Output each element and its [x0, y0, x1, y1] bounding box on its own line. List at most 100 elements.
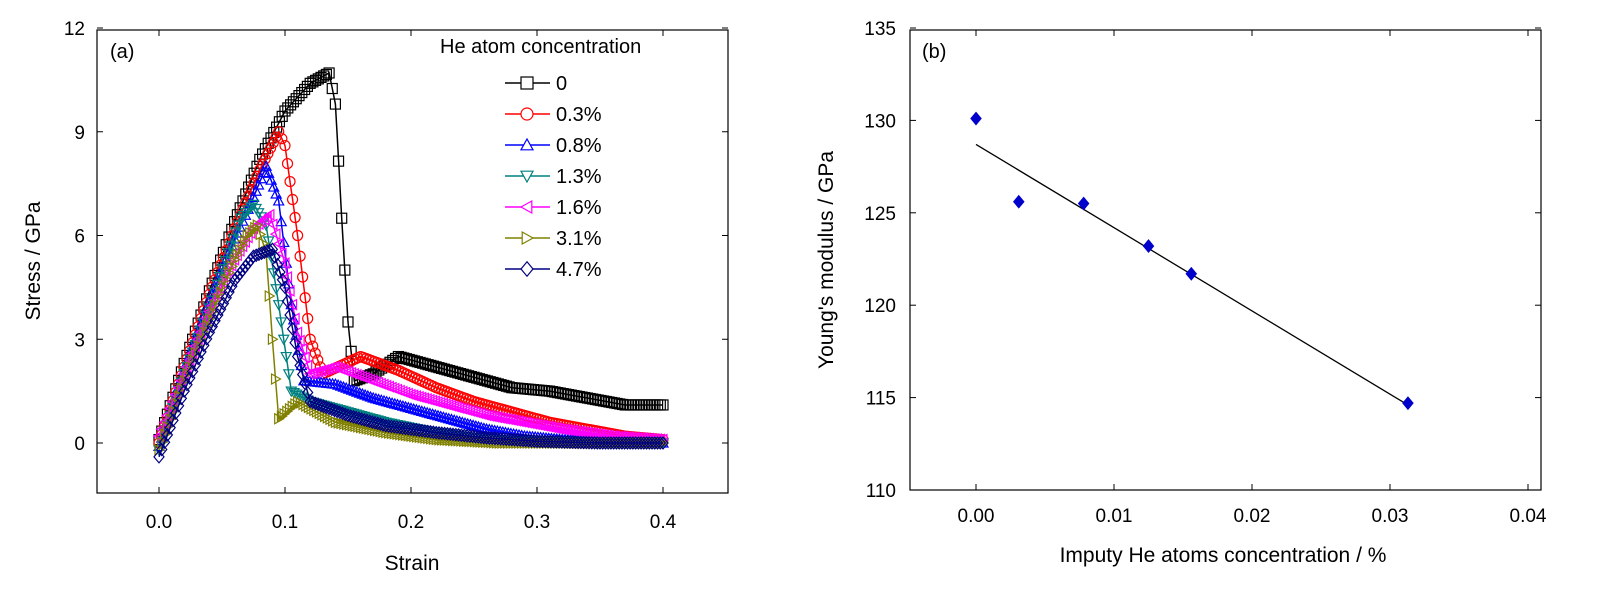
y-tick-label: 3	[74, 330, 85, 351]
data-point	[413, 404, 426, 416]
legend-label: 0.3%	[556, 104, 602, 126]
series-3.1%	[154, 219, 670, 456]
data-point	[602, 436, 614, 450]
data-point	[296, 342, 308, 355]
data-point	[339, 264, 351, 276]
legend-marker	[521, 230, 535, 246]
legend-marker	[520, 107, 534, 121]
y-tick-label: 125	[864, 204, 896, 225]
data-point	[531, 418, 543, 431]
data-point	[1142, 239, 1155, 254]
y-tick-label: 115	[866, 389, 896, 410]
data-point	[270, 284, 283, 295]
data-point	[269, 228, 281, 241]
data-point	[407, 402, 420, 414]
panel-a-x-axis: 0.0 0.1 0.2 0.3 0.4 0 3 6 9 12	[64, 19, 728, 533]
data-point	[580, 435, 593, 450]
data-point	[1077, 196, 1090, 211]
data-point	[624, 436, 636, 450]
data-point	[391, 398, 404, 410]
data-point	[276, 272, 289, 287]
data-point	[488, 410, 500, 423]
legend-marker	[519, 137, 535, 151]
data-point	[386, 396, 399, 408]
data-point	[252, 219, 264, 232]
data-point	[553, 434, 565, 449]
data-point	[227, 234, 240, 246]
data-point	[285, 99, 297, 111]
data-point	[329, 377, 342, 389]
data-point	[276, 133, 288, 145]
data-point	[174, 390, 185, 403]
data-point	[307, 340, 319, 352]
data-point	[458, 417, 472, 428]
data-point	[599, 436, 612, 450]
data-point	[536, 434, 549, 449]
data-point	[429, 408, 442, 420]
panel-a-data	[152, 67, 670, 464]
data-point	[232, 248, 244, 261]
y-tick-label: 130	[864, 111, 896, 132]
panel-b-data	[970, 111, 1414, 411]
data-point	[533, 434, 546, 449]
data-point	[531, 434, 543, 449]
data-point	[336, 212, 348, 224]
legend-marker	[519, 199, 533, 215]
data-point	[229, 227, 242, 239]
data-point	[334, 379, 347, 391]
data-point	[350, 385, 364, 397]
data-point	[242, 256, 254, 271]
data-point	[234, 266, 246, 281]
data-point	[237, 210, 250, 222]
data-point	[456, 416, 469, 428]
y-tick-label: 0	[74, 434, 85, 455]
data-point	[245, 174, 257, 186]
data-point	[545, 421, 557, 434]
data-point	[348, 384, 361, 396]
data-point	[284, 308, 296, 322]
data-point	[275, 215, 288, 227]
data-point	[1185, 266, 1198, 281]
data-point	[239, 208, 252, 219]
data-point	[353, 386, 366, 398]
data-point	[605, 436, 617, 450]
data-point	[260, 160, 273, 171]
data-point	[286, 193, 299, 206]
legend-marker	[520, 260, 534, 278]
data-point	[523, 417, 535, 430]
data-point	[203, 325, 216, 340]
data-point	[572, 425, 584, 438]
data-point	[618, 436, 631, 450]
data-point	[375, 394, 388, 405]
data-point	[1012, 194, 1025, 209]
data-point	[539, 420, 551, 433]
data-point	[271, 257, 284, 272]
data-point	[657, 436, 669, 450]
data-point	[292, 229, 304, 242]
data-point	[266, 242, 279, 257]
data-point	[512, 415, 524, 428]
data-point	[274, 265, 286, 280]
data-point	[496, 412, 508, 425]
legend-item: 1.6%	[505, 197, 602, 219]
data-point	[206, 319, 218, 334]
data-point	[243, 181, 255, 193]
data-point	[242, 205, 255, 217]
data-point	[566, 435, 579, 450]
data-point	[361, 389, 374, 401]
data-point	[613, 436, 625, 450]
data-point	[279, 139, 291, 152]
data-point	[330, 416, 342, 429]
x-tick-label: 0.01	[1096, 506, 1133, 527]
data-point	[569, 425, 581, 438]
panel-b-x-axis-title: Imputy He atoms concentration / %	[1060, 544, 1387, 567]
data-point	[278, 257, 290, 270]
data-point	[228, 273, 241, 288]
data-point	[493, 411, 505, 424]
data-point	[1402, 396, 1414, 411]
data-point	[312, 354, 324, 366]
data-point	[279, 407, 291, 420]
data-point	[567, 424, 579, 437]
legend-item: 0	[505, 73, 567, 95]
x-tick-label: 0.02	[1234, 506, 1271, 527]
